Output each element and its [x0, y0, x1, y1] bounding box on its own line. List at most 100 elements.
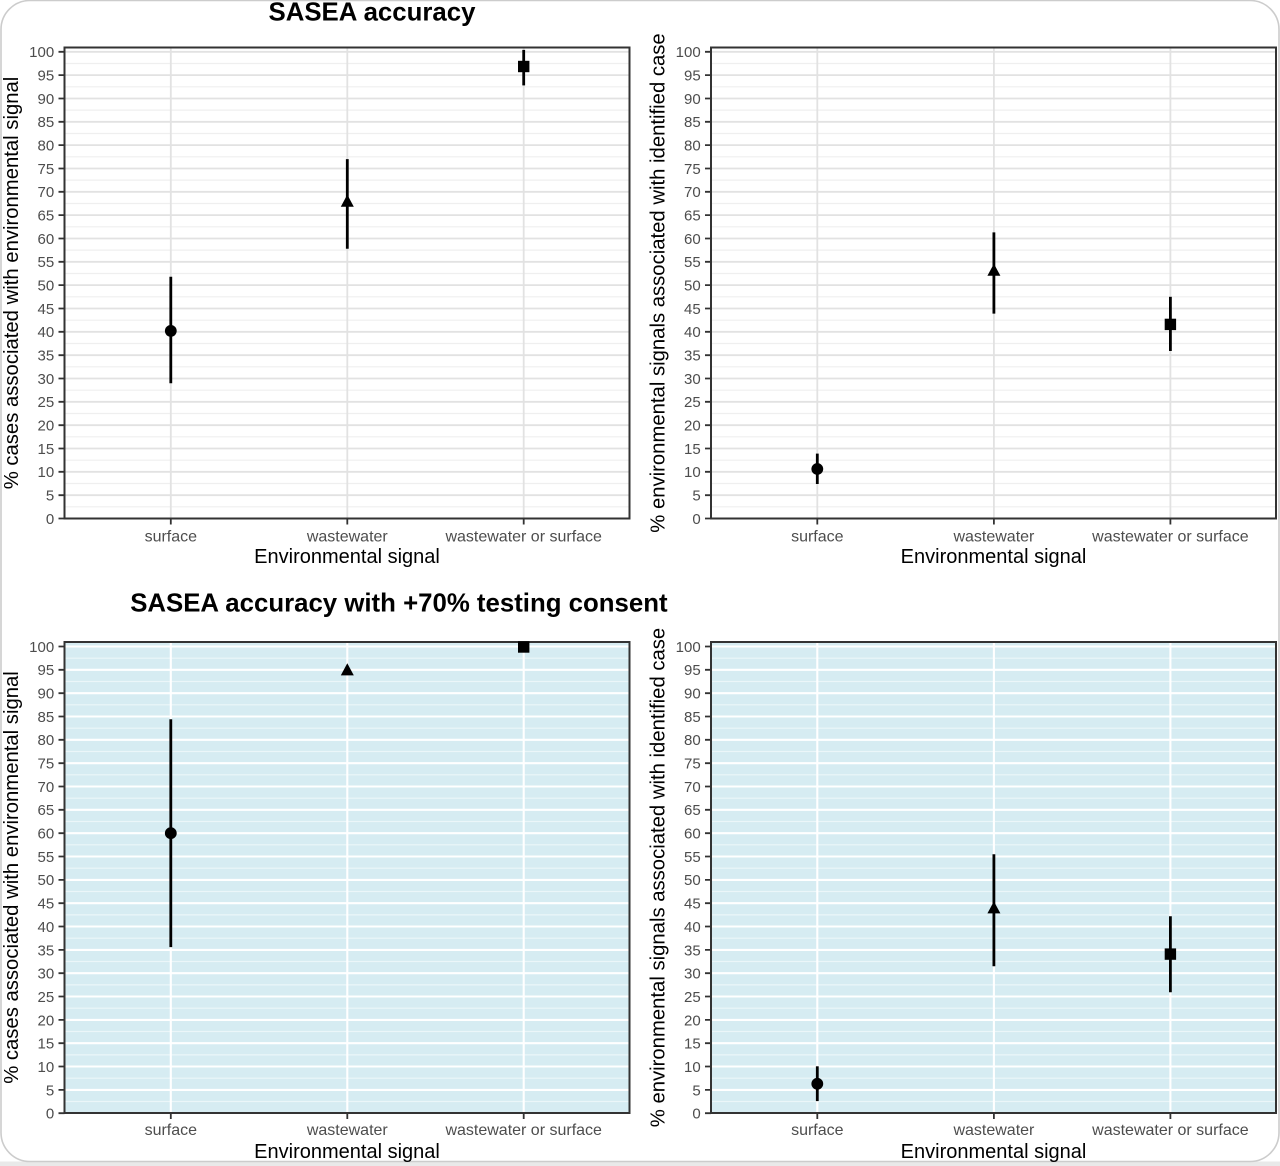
svg-text:50: 50 [684, 278, 701, 295]
svg-text:30: 30 [38, 966, 55, 983]
svg-text:100: 100 [676, 44, 701, 61]
svg-text:5: 5 [46, 488, 54, 505]
svg-text:95: 95 [38, 662, 55, 679]
svg-text:100: 100 [676, 639, 701, 656]
svg-text:70: 70 [684, 184, 701, 201]
svg-text:5: 5 [692, 1082, 700, 1099]
svg-text:15: 15 [38, 441, 55, 458]
svg-text:25: 25 [38, 989, 55, 1006]
svg-text:70: 70 [38, 184, 55, 201]
svg-text:90: 90 [684, 686, 701, 703]
svg-text:40: 40 [684, 324, 701, 341]
svg-text:15: 15 [684, 441, 701, 458]
svg-text:55: 55 [38, 254, 55, 271]
svg-text:85: 85 [38, 114, 55, 131]
svg-text:SASEA accuracy with +70% testi: SASEA accuracy with +70% testing consent [130, 590, 668, 618]
svg-text:% environmental signals associ: % environmental signals associated with … [647, 33, 669, 532]
svg-text:95: 95 [684, 662, 701, 679]
svg-text:95: 95 [684, 68, 701, 85]
svg-text:30: 30 [38, 371, 55, 388]
svg-text:wastewater: wastewater [306, 528, 389, 545]
svg-text:Environmental signal: Environmental signal [254, 546, 440, 568]
svg-text:80: 80 [684, 138, 701, 155]
svg-text:surface: surface [791, 1122, 844, 1139]
svg-text:15: 15 [684, 1036, 701, 1053]
svg-text:30: 30 [684, 371, 701, 388]
svg-text:20: 20 [684, 1012, 701, 1029]
svg-text:45: 45 [684, 896, 701, 913]
svg-text:15: 15 [38, 1036, 55, 1053]
svg-text:65: 65 [38, 208, 55, 225]
svg-text:35: 35 [38, 348, 55, 365]
svg-text:25: 25 [684, 394, 701, 411]
svg-text:100: 100 [29, 44, 54, 61]
svg-text:% environmental signals associ: % environmental signals associated with … [647, 628, 669, 1127]
svg-text:65: 65 [684, 208, 701, 225]
svg-text:0: 0 [692, 1106, 700, 1123]
svg-text:40: 40 [38, 919, 55, 936]
svg-text:85: 85 [38, 709, 55, 726]
svg-text:35: 35 [38, 942, 55, 959]
svg-text:wastewater: wastewater [952, 1122, 1035, 1139]
svg-text:50: 50 [38, 278, 55, 295]
svg-text:20: 20 [38, 1012, 55, 1029]
svg-text:95: 95 [38, 68, 55, 85]
svg-text:surface: surface [791, 528, 844, 545]
svg-text:60: 60 [38, 826, 55, 843]
svg-text:70: 70 [684, 779, 701, 796]
svg-text:55: 55 [684, 254, 701, 271]
svg-text:0: 0 [46, 511, 54, 528]
svg-text:35: 35 [684, 942, 701, 959]
svg-text:Environmental signal: Environmental signal [901, 1141, 1087, 1163]
svg-text:10: 10 [38, 1059, 55, 1076]
svg-text:wastewater or surface: wastewater or surface [444, 528, 602, 545]
svg-text:60: 60 [684, 231, 701, 248]
svg-text:45: 45 [684, 301, 701, 318]
svg-text:wastewater: wastewater [952, 528, 1035, 545]
svg-text:surface: surface [145, 1122, 198, 1139]
svg-text:wastewater: wastewater [306, 1122, 389, 1139]
svg-text:90: 90 [684, 91, 701, 108]
svg-text:85: 85 [684, 114, 701, 131]
svg-text:65: 65 [684, 802, 701, 819]
svg-text:60: 60 [684, 826, 701, 843]
svg-text:wastewater or surface: wastewater or surface [1091, 528, 1249, 545]
svg-text:90: 90 [38, 686, 55, 703]
svg-text:80: 80 [38, 732, 55, 749]
svg-text:20: 20 [684, 418, 701, 435]
svg-text:SASEA accuracy: SASEA accuracy [269, 0, 477, 26]
svg-text:50: 50 [684, 872, 701, 889]
svg-text:40: 40 [684, 919, 701, 936]
svg-text:80: 80 [38, 138, 55, 155]
svg-text:Environmental signal: Environmental signal [901, 546, 1087, 568]
svg-text:0: 0 [46, 1106, 54, 1123]
svg-text:% cases associated with enviro: % cases associated with environmental si… [1, 77, 23, 490]
svg-text:55: 55 [38, 849, 55, 866]
svg-text:50: 50 [38, 872, 55, 889]
svg-text:55: 55 [684, 849, 701, 866]
svg-text:90: 90 [38, 91, 55, 108]
svg-text:wastewater or surface: wastewater or surface [444, 1122, 602, 1139]
svg-text:75: 75 [684, 161, 701, 178]
svg-text:75: 75 [38, 161, 55, 178]
svg-text:10: 10 [684, 464, 701, 481]
svg-text:10: 10 [684, 1059, 701, 1076]
svg-text:25: 25 [684, 989, 701, 1006]
svg-text:25: 25 [38, 394, 55, 411]
svg-text:wastewater or surface: wastewater or surface [1091, 1122, 1249, 1139]
svg-text:75: 75 [38, 756, 55, 773]
svg-text:40: 40 [38, 324, 55, 341]
svg-text:100: 100 [29, 639, 54, 656]
svg-text:5: 5 [692, 488, 700, 505]
svg-text:75: 75 [684, 756, 701, 773]
svg-text:45: 45 [38, 896, 55, 913]
svg-text:% cases associated with enviro: % cases associated with environmental si… [1, 671, 23, 1084]
svg-text:30: 30 [684, 966, 701, 983]
svg-text:5: 5 [46, 1082, 54, 1099]
svg-text:35: 35 [684, 348, 701, 365]
svg-text:65: 65 [38, 802, 55, 819]
svg-text:85: 85 [684, 709, 701, 726]
svg-text:45: 45 [38, 301, 55, 318]
svg-text:80: 80 [684, 732, 701, 749]
svg-text:10: 10 [38, 464, 55, 481]
